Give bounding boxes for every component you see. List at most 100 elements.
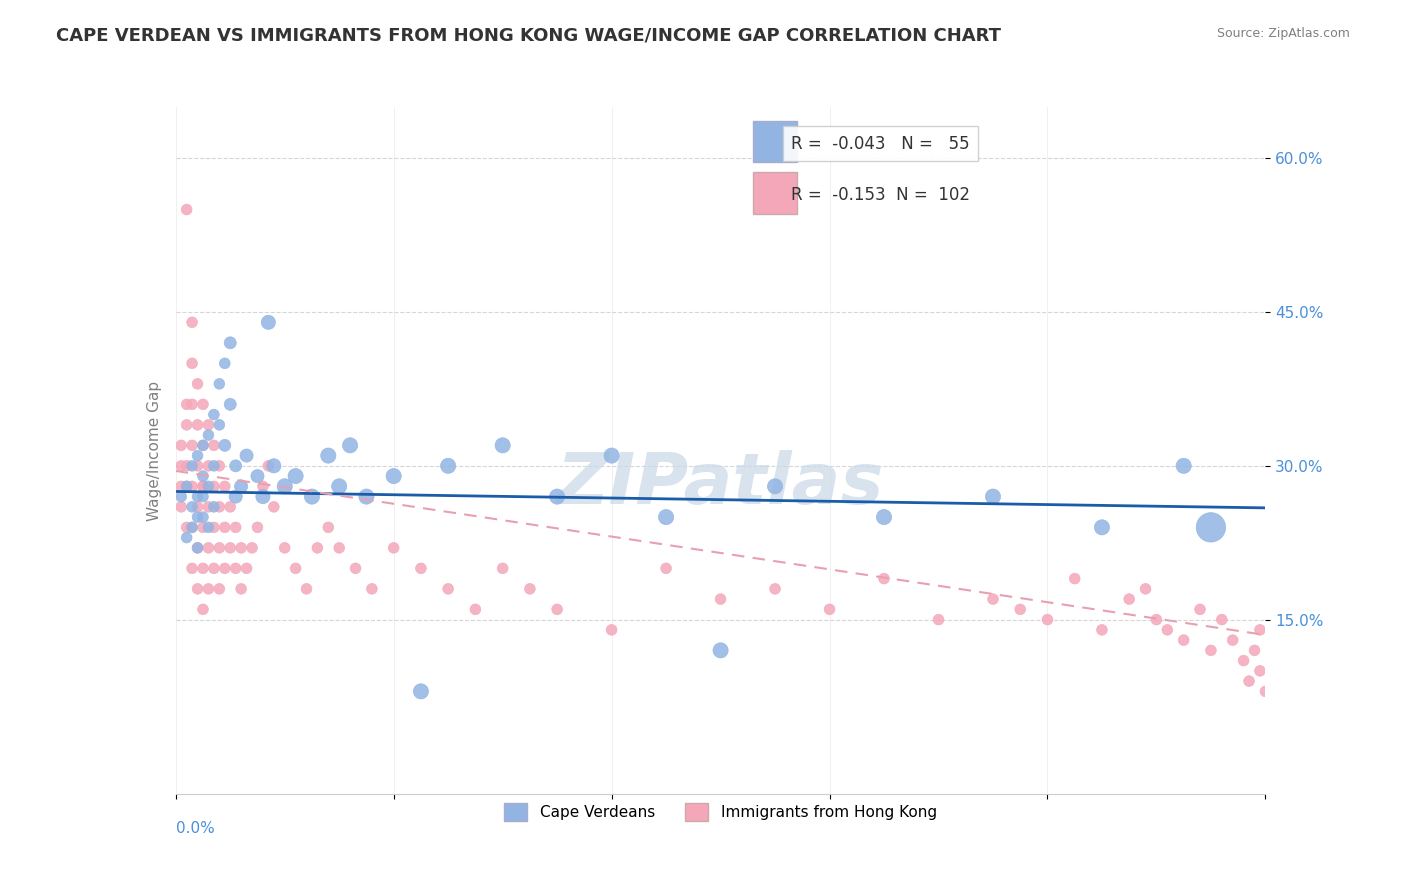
Point (191, 469, 214, 483)
Point (181, 458, 204, 473)
Text: R =  -0.043   N =   55: R = -0.043 N = 55 (792, 135, 970, 153)
Point (197, 541, 219, 555)
Point (356, 490, 378, 504)
Point (274, 541, 297, 555)
Point (191, 479, 214, 493)
Point (873, 510, 896, 524)
Point (274, 479, 297, 493)
Point (301, 490, 323, 504)
Point (1144, 613, 1167, 627)
Point (214, 561, 236, 575)
Point (1091, 623, 1114, 637)
Point (197, 520, 219, 534)
Point (284, 469, 307, 483)
Point (1010, 602, 1032, 616)
Point (1222, 633, 1244, 648)
Point (208, 417, 231, 432)
Point (257, 458, 280, 473)
Point (252, 479, 274, 493)
Point (231, 479, 253, 493)
Point (202, 520, 225, 534)
Point (191, 602, 214, 616)
Point (186, 490, 209, 504)
Point (186, 417, 209, 432)
Point (981, 592, 1004, 607)
Point (225, 561, 247, 575)
Point (1118, 592, 1140, 607)
Point (492, 438, 515, 452)
Text: Source: ZipAtlas.com: Source: ZipAtlas.com (1216, 27, 1350, 40)
Point (252, 490, 274, 504)
Point (170, 438, 193, 452)
Point (1063, 572, 1085, 586)
Point (176, 202, 198, 217)
Point (339, 438, 361, 452)
Point (1211, 613, 1233, 627)
Point (1199, 643, 1222, 657)
Point (186, 449, 209, 463)
Point (191, 397, 214, 411)
Point (181, 397, 204, 411)
Point (214, 356, 236, 370)
Point (176, 397, 198, 411)
Point (181, 520, 204, 534)
Point (176, 417, 198, 432)
Text: ZIPatlas: ZIPatlas (557, 450, 884, 519)
Point (600, 449, 623, 463)
Point (928, 613, 950, 627)
Point (170, 479, 193, 493)
Point (186, 458, 209, 473)
Point (181, 479, 204, 493)
Point (1036, 613, 1059, 627)
Point (409, 684, 432, 698)
Point (181, 500, 204, 514)
Point (710, 643, 733, 657)
Point (464, 602, 486, 616)
Point (225, 458, 247, 473)
Point (197, 417, 219, 432)
Point (1189, 602, 1212, 616)
Point (191, 490, 214, 504)
Point (1156, 623, 1178, 637)
Point (202, 458, 225, 473)
Text: R =  -0.153  N =  102: R = -0.153 N = 102 (792, 186, 970, 204)
Point (186, 500, 209, 514)
Point (1091, 520, 1114, 534)
Point (186, 376, 209, 391)
FancyBboxPatch shape (754, 120, 797, 162)
Point (263, 500, 285, 514)
Point (225, 490, 247, 504)
Point (170, 500, 193, 514)
Point (219, 500, 242, 514)
Point (1249, 623, 1271, 637)
Point (176, 479, 198, 493)
Point (1135, 582, 1157, 596)
Point (197, 479, 219, 493)
Point (186, 541, 209, 555)
Point (191, 438, 214, 452)
Point (225, 520, 247, 534)
Point (409, 561, 432, 575)
Point (170, 490, 193, 504)
Point (295, 582, 318, 596)
Point (235, 561, 257, 575)
Point (492, 561, 515, 575)
Point (214, 520, 236, 534)
Point (170, 458, 193, 473)
Point (437, 458, 460, 473)
Point (1254, 684, 1277, 698)
Point (202, 500, 225, 514)
Point (191, 520, 214, 534)
Point (181, 315, 204, 329)
Y-axis label: Wage/Income Gap: Wage/Income Gap (146, 380, 162, 521)
Text: 0.0%: 0.0% (176, 822, 215, 837)
Point (246, 469, 269, 483)
Point (235, 449, 257, 463)
Point (981, 490, 1004, 504)
Point (1243, 643, 1265, 657)
Point (191, 438, 214, 452)
Point (186, 541, 209, 555)
Point (318, 449, 340, 463)
Point (197, 428, 219, 442)
Point (1173, 633, 1195, 648)
